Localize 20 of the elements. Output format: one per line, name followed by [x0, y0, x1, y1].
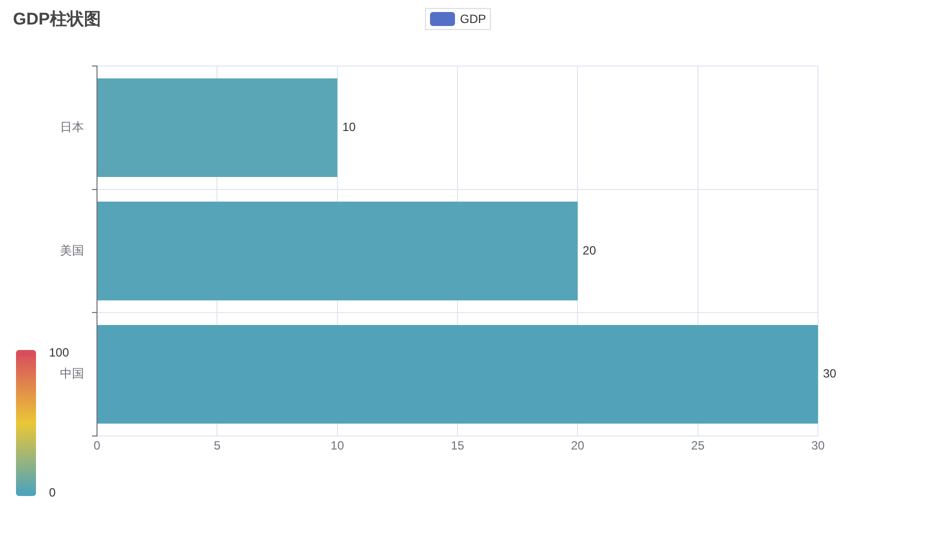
text: GDP: [460, 12, 486, 26]
x-tick-label: 25: [691, 438, 705, 453]
bar: [98, 325, 818, 424]
x-tick-label: 5: [214, 438, 221, 453]
color-bar-label: 100: [49, 345, 70, 360]
data-label: 20: [582, 243, 596, 258]
y-tick-label: 美国: [60, 243, 84, 258]
bar: [98, 202, 578, 300]
y-tick-label: 日本: [60, 120, 84, 134]
y-tick-label: 中国: [60, 366, 84, 381]
x-tick-label: 30: [811, 438, 825, 453]
x-tick-label: 15: [450, 438, 464, 453]
color-bar-label: 0: [49, 485, 56, 500]
x-tick-label: 10: [330, 438, 344, 453]
x-tick-label: 0: [94, 438, 101, 453]
data-label: 10: [342, 120, 356, 134]
chart-title: GDP柱状图: [13, 10, 101, 29]
data-label: 30: [823, 366, 837, 381]
x-tick-label: 20: [570, 438, 585, 453]
bar: [98, 78, 338, 177]
